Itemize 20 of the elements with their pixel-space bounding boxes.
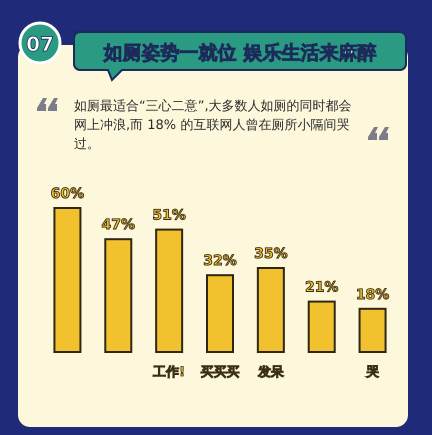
data-label: 47% [102,217,136,234]
data-label: 32% [203,253,237,270]
x-tick-label: 哭 [366,365,380,380]
text: 07 [26,32,54,56]
bar [155,228,184,353]
bar [358,308,387,353]
bar [53,207,82,353]
x-tick-label: 买买买 [200,365,240,380]
data-label: 60% [50,186,84,202]
data-label: 51% [152,208,186,224]
data-label: 35% [254,246,288,262]
x-tick-label: 工作! [152,365,186,380]
x-tick-label: 发呆 [256,365,285,380]
bar [104,238,132,353]
bar [308,300,336,353]
bar [206,274,234,353]
chart-subtitle: 如厕最适合“三心二意”,大多数人如厕的同时都会网上冲浪,而 18% 的互联网人曾在厕所小隔间哭过。 [74,98,353,154]
data-label: 18% [356,286,390,303]
data-label: 21% [304,280,338,296]
bar [256,267,285,353]
